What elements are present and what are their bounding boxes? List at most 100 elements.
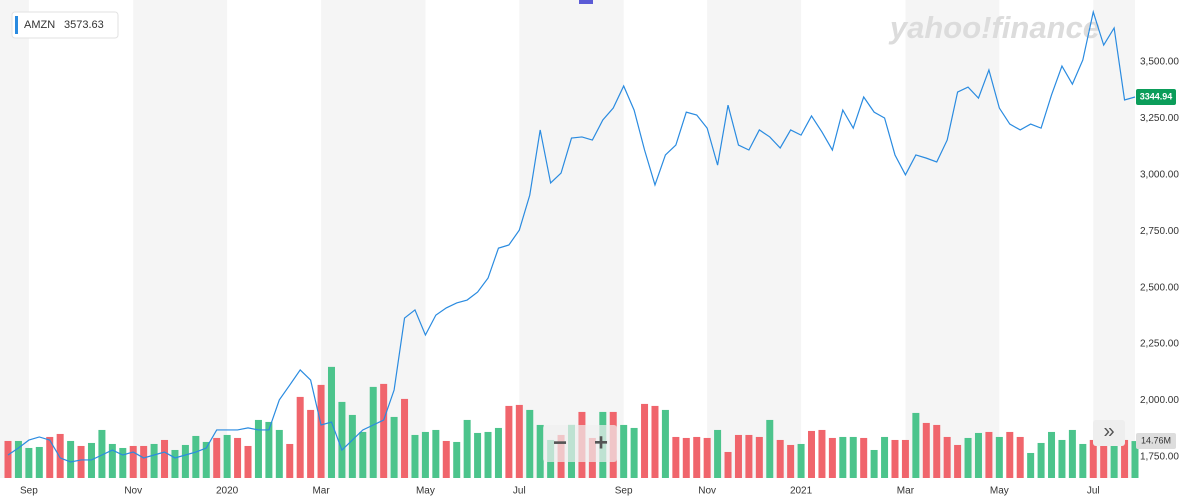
volume-bar (1121, 439, 1129, 478)
volume-bar (213, 437, 221, 478)
x-tick-label: May (416, 486, 435, 497)
volume-bar (161, 439, 169, 478)
price-badge-label: 3344.94 (1140, 91, 1173, 101)
legend-value: 3573.63 (64, 19, 104, 31)
volume-bar (223, 434, 231, 478)
volume-bar (171, 449, 179, 478)
volume-bar (641, 403, 649, 478)
volume-bar (703, 437, 711, 478)
x-tick-label: 2020 (216, 486, 239, 497)
volume-bar (1100, 436, 1108, 478)
volume-bar (860, 437, 868, 478)
zoom-in[interactable]: + (594, 429, 608, 456)
volume-bar (442, 440, 450, 478)
volume-bar (693, 436, 701, 478)
volume-bar (140, 445, 148, 478)
volume-bar (380, 383, 388, 478)
volume-bar (922, 422, 930, 478)
volume-bar (1027, 452, 1035, 478)
volume-bar (474, 432, 482, 478)
volume-bar (912, 412, 920, 478)
volume-bar (933, 424, 941, 478)
volume-bar (432, 429, 440, 478)
volume-bar (338, 401, 346, 478)
volume-bar (839, 436, 847, 478)
volume-bar (14, 440, 22, 478)
volume-bar (202, 441, 210, 478)
volume-bar (254, 419, 262, 478)
x-tick-label: Mar (312, 486, 330, 497)
volume-bar (359, 431, 367, 478)
volume-bar (192, 435, 200, 478)
zoom-controls (543, 425, 617, 462)
x-tick-label: May (990, 486, 1009, 497)
volume-bar (275, 429, 283, 478)
volume-bar (651, 405, 659, 478)
volume-bar (766, 419, 774, 478)
volume-bar (1079, 443, 1087, 478)
volume-bar (1089, 439, 1097, 478)
y-tick-label: 2,250.00 (1140, 339, 1179, 350)
x-tick-label: Jul (1087, 486, 1100, 497)
volume-bar (67, 440, 75, 478)
volume-bar (755, 436, 763, 478)
volume-bar (724, 451, 732, 478)
expand-button[interactable] (1093, 420, 1125, 446)
volume-bar (4, 440, 12, 478)
volume-bar (776, 439, 784, 478)
volume-bar (808, 430, 816, 478)
volume-bar (1048, 431, 1056, 478)
month-band (1093, 0, 1135, 478)
volume-bar (265, 421, 273, 478)
volume-bar (954, 444, 962, 478)
month-band (519, 0, 624, 478)
volume-bar (818, 429, 826, 478)
volume-bar (1068, 429, 1076, 478)
y-tick-label: 3,250.00 (1140, 113, 1179, 124)
volume-bar (714, 429, 722, 478)
volume-bar (901, 439, 909, 478)
volume-bar (25, 447, 33, 478)
volume-badge-label: 14.76M (1141, 435, 1171, 445)
axes: Sep Nov 2020 Mar May Jul Sep Nov 2021 Mar May Jul 1,… (20, 57, 1179, 497)
volume-bar (891, 439, 899, 478)
price-line (7, 9, 1136, 463)
volume-bar (296, 396, 304, 478)
volume-badge (1136, 433, 1176, 450)
price-line (7, 9, 1136, 463)
volume-bar (787, 444, 795, 478)
volume-bar (317, 384, 325, 478)
volume-bar (620, 424, 628, 478)
volume-bar (526, 409, 534, 478)
volume-bar (985, 431, 993, 478)
zoom-out[interactable]: − (553, 429, 567, 456)
volume-bar (630, 427, 638, 478)
legend-swatch (15, 16, 18, 34)
background (0, 0, 1135, 478)
volume-bar (797, 443, 805, 478)
month-band (0, 0, 29, 478)
x-tick-label: Sep (20, 486, 38, 497)
volume-bar (974, 432, 982, 478)
legend-symbol: AMZN (24, 19, 55, 31)
volume-bar (286, 443, 294, 478)
volume-bar (1016, 436, 1024, 478)
expand-icon[interactable]: » (1103, 420, 1114, 442)
volume-bar (307, 409, 315, 478)
x-tick-label: Mar (897, 486, 915, 497)
month-band (133, 0, 228, 478)
volume-bar (119, 447, 127, 478)
legend-box (11, 11, 119, 39)
y-tick-label: 3,500.00 (1140, 57, 1179, 68)
volume-bar (150, 443, 158, 478)
volume-bar (505, 405, 513, 478)
volume-bar (234, 437, 242, 478)
volume-bar (108, 443, 116, 478)
overlay: AMZN 3573.63 − + » (11, 0, 1125, 462)
volume-bar (484, 431, 492, 478)
volume-bar (1110, 436, 1118, 478)
volume-bar (536, 424, 544, 478)
y-tick-label: 2,000.00 (1140, 395, 1179, 406)
volume-bar (463, 419, 471, 478)
x-tick-label: Jul (513, 486, 526, 497)
